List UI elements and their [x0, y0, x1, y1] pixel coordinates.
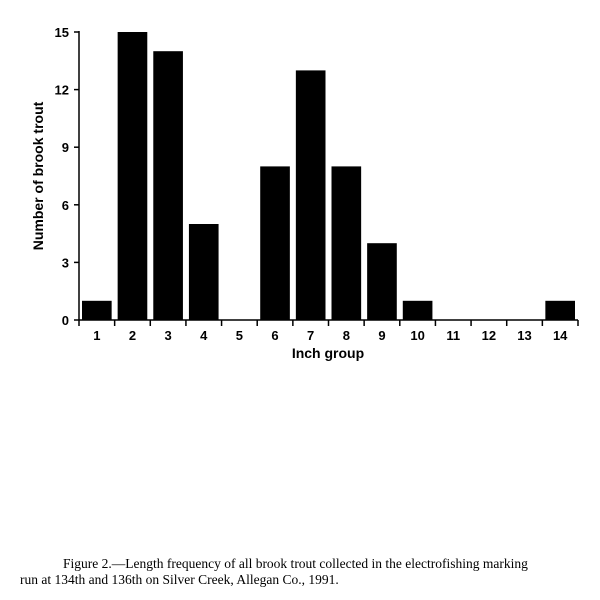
- bar-7: [295, 70, 326, 321]
- x-tick-label-10: 10: [410, 328, 424, 343]
- x-tick-label-13: 13: [517, 328, 531, 343]
- caption-line-1: Figure 2.—Length frequency of all brook …: [63, 556, 528, 571]
- bar-4: [188, 224, 219, 320]
- figure-caption: Figure 2.—Length frequency of all brook …: [20, 556, 600, 588]
- y-tick-label-3: 3: [62, 255, 69, 270]
- bar-1: [82, 300, 112, 320]
- y-tick-label-12: 12: [55, 83, 69, 98]
- bar-9: [367, 243, 397, 320]
- x-tick-label-4: 4: [200, 328, 208, 343]
- y-tick-label-0: 0: [62, 313, 69, 328]
- x-tick-label-5: 5: [236, 328, 243, 343]
- y-tick-label-9: 9: [62, 140, 69, 155]
- x-tick-label-9: 9: [378, 328, 385, 343]
- bar-6: [260, 166, 290, 320]
- bar-2: [117, 32, 148, 320]
- x-tick-label-14: 14: [553, 328, 568, 343]
- bar-10: [402, 300, 433, 320]
- x-tick-label-8: 8: [343, 328, 350, 343]
- bar-3: [153, 51, 183, 320]
- x-tick-label-2: 2: [129, 328, 136, 343]
- x-tick-label-12: 12: [482, 328, 496, 343]
- y-tick-label-15: 15: [55, 25, 69, 40]
- x-axis-label: Inch group: [292, 345, 364, 361]
- x-tick-label-1: 1: [93, 328, 100, 343]
- x-tick-label-3: 3: [164, 328, 171, 343]
- bar-8: [331, 166, 362, 320]
- caption-line-2: run at 134th and 136th on Silver Creek, …: [20, 572, 339, 587]
- x-tick-label-7: 7: [307, 328, 314, 343]
- y-axis-label: Number of brook trout: [30, 101, 46, 250]
- bars: [82, 32, 575, 321]
- x-tick-label-11: 11: [446, 328, 460, 343]
- x-tick-label-6: 6: [271, 328, 278, 343]
- bar-14: [545, 300, 575, 320]
- y-tick-label-6: 6: [62, 198, 69, 213]
